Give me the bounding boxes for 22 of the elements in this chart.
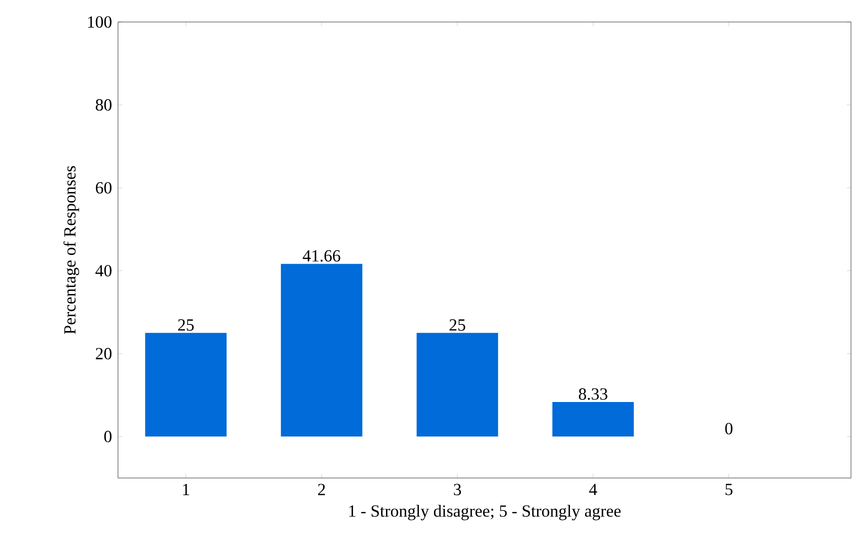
bar [145, 332, 227, 437]
data-label: 0 [725, 422, 732, 434]
y-tick-label: 0 [104, 430, 112, 442]
y-tick-label: 80 [96, 99, 112, 111]
x-axis-title: 1 - Strongly disagree; 5 - Strongly agree [349, 504, 621, 520]
data-label: 25 [450, 319, 466, 331]
x-tick-label: 5 [726, 484, 732, 496]
bar [280, 264, 362, 437]
y-tick-label: 60 [96, 182, 112, 194]
y-axis-title: Percentage of Responses [63, 166, 80, 334]
y-tick-label: 20 [96, 348, 112, 360]
x-tick-label: 4 [589, 484, 598, 496]
x-tick-label: 3 [454, 484, 461, 496]
data-label: 8.33 [578, 388, 608, 400]
bar [552, 402, 634, 437]
bar [416, 332, 498, 437]
data-label: 41.66 [302, 250, 340, 262]
data-label: 25 [178, 319, 194, 331]
y-tick-label: 100 [88, 16, 112, 28]
y-tick-label: 40 [95, 264, 112, 276]
x-tick-label: 2 [318, 484, 325, 496]
x-tick-label: 1 [183, 484, 190, 496]
